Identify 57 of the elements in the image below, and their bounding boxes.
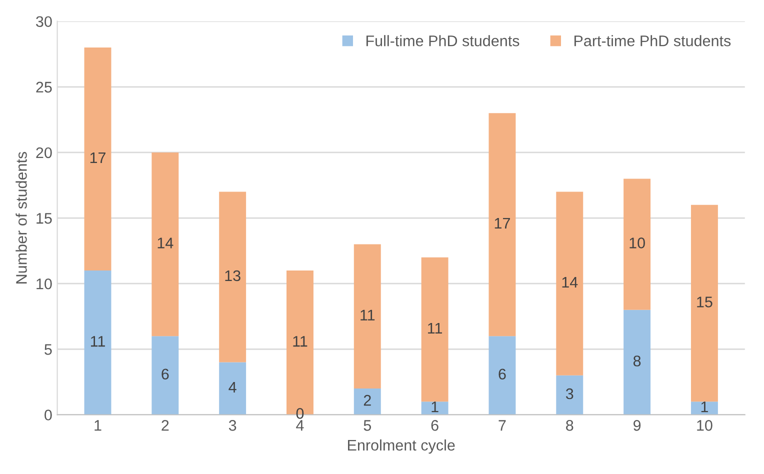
x-tick-label: 8 xyxy=(566,420,574,431)
x-tick-label: 9 xyxy=(634,420,641,431)
bar xyxy=(152,336,179,415)
data-label: 10 xyxy=(630,238,645,248)
y-tick-label: 30 xyxy=(36,16,52,28)
data-label: 15 xyxy=(697,296,712,308)
bar xyxy=(690,204,718,402)
data-label: 6 xyxy=(162,368,169,380)
data-label: 14 xyxy=(562,277,578,288)
y-tick-label: 25 xyxy=(36,82,52,93)
x-tick-label: 5 xyxy=(364,420,371,431)
data-label: 14 xyxy=(158,238,174,248)
x-tick-label: 7 xyxy=(498,420,506,431)
bar xyxy=(624,178,651,310)
x-tick-label: 3 xyxy=(228,420,236,431)
y-tick-label: 10 xyxy=(36,278,52,290)
y-tick-label: 5 xyxy=(44,344,52,355)
bar xyxy=(354,388,381,415)
bar xyxy=(219,192,246,362)
data-label: 4 xyxy=(228,382,236,392)
x-tick-label: 1 xyxy=(94,420,102,431)
data-label: 3 xyxy=(566,388,574,400)
y-tick-label: 15 xyxy=(36,213,52,224)
data-label: 6 xyxy=(498,368,506,380)
data-label: 13 xyxy=(225,270,240,282)
bar xyxy=(84,48,112,270)
data-label: 2 xyxy=(364,394,371,406)
x-tick-label: 2 xyxy=(162,420,169,431)
bar xyxy=(219,362,246,415)
y-tick-label: 0 xyxy=(44,410,52,420)
legend-label: Part-time PhD students xyxy=(574,35,731,46)
bar xyxy=(556,375,584,415)
y-axis-title: Number of students xyxy=(16,152,27,284)
bar xyxy=(152,152,179,336)
x-tick-label: 10 xyxy=(697,420,712,431)
data-label: 11 xyxy=(90,336,105,347)
data-label: 11 xyxy=(293,336,308,347)
data-label: 17 xyxy=(90,152,106,163)
bar xyxy=(488,113,516,336)
bar xyxy=(354,244,381,389)
bar xyxy=(556,192,584,376)
x-axis-title: Enrolment cycle xyxy=(348,439,455,454)
data-label: 17 xyxy=(494,218,510,229)
bar xyxy=(421,402,448,415)
data-label: 8 xyxy=(633,356,641,366)
data-label: 1 xyxy=(432,402,438,412)
x-tick-label: 4 xyxy=(296,420,304,431)
x-tick-label: 6 xyxy=(431,420,438,431)
legend-label: Full-time PhD students xyxy=(366,35,520,46)
data-label: 11 xyxy=(360,310,375,320)
bar xyxy=(624,310,651,415)
data-label: 1 xyxy=(701,402,708,412)
bar xyxy=(488,336,516,415)
data-label: 11 xyxy=(428,322,442,334)
bar xyxy=(84,270,112,415)
y-tick-label: 20 xyxy=(36,147,52,158)
bar xyxy=(421,257,448,402)
